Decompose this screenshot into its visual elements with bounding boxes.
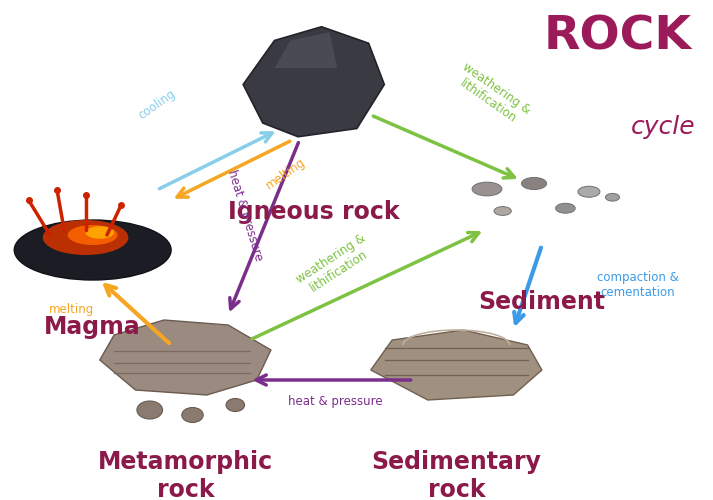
Ellipse shape — [555, 204, 575, 213]
Ellipse shape — [605, 194, 620, 201]
Ellipse shape — [472, 182, 502, 196]
Polygon shape — [275, 32, 337, 68]
Ellipse shape — [68, 225, 118, 245]
Text: heat & pressure: heat & pressure — [288, 395, 382, 408]
Text: compaction &
cementation: compaction & cementation — [597, 271, 679, 299]
Text: melting: melting — [48, 304, 94, 316]
Text: weathering &
lithification: weathering & lithification — [294, 232, 376, 298]
Text: Metamorphic
rock: Metamorphic rock — [98, 450, 273, 500]
Text: Magma: Magma — [44, 315, 141, 339]
Polygon shape — [243, 26, 384, 137]
Text: melting: melting — [263, 155, 307, 192]
Ellipse shape — [494, 206, 511, 216]
Circle shape — [137, 401, 163, 419]
Text: weathering &
lithification: weathering & lithification — [451, 60, 533, 130]
Ellipse shape — [521, 178, 547, 190]
Ellipse shape — [43, 220, 128, 255]
Text: cycle: cycle — [630, 115, 695, 139]
Text: ROCK: ROCK — [543, 15, 692, 60]
Ellipse shape — [86, 226, 114, 239]
Text: Igneous rock: Igneous rock — [228, 200, 399, 224]
Text: Sedimentary
rock: Sedimentary rock — [371, 450, 541, 500]
Circle shape — [226, 398, 245, 411]
Ellipse shape — [14, 220, 171, 280]
Circle shape — [182, 408, 203, 422]
Text: cooling: cooling — [135, 88, 178, 122]
Polygon shape — [371, 330, 542, 400]
Text: Sediment: Sediment — [478, 290, 605, 314]
Text: heat & pressure: heat & pressure — [225, 168, 265, 262]
Polygon shape — [100, 320, 271, 395]
Ellipse shape — [578, 186, 600, 198]
